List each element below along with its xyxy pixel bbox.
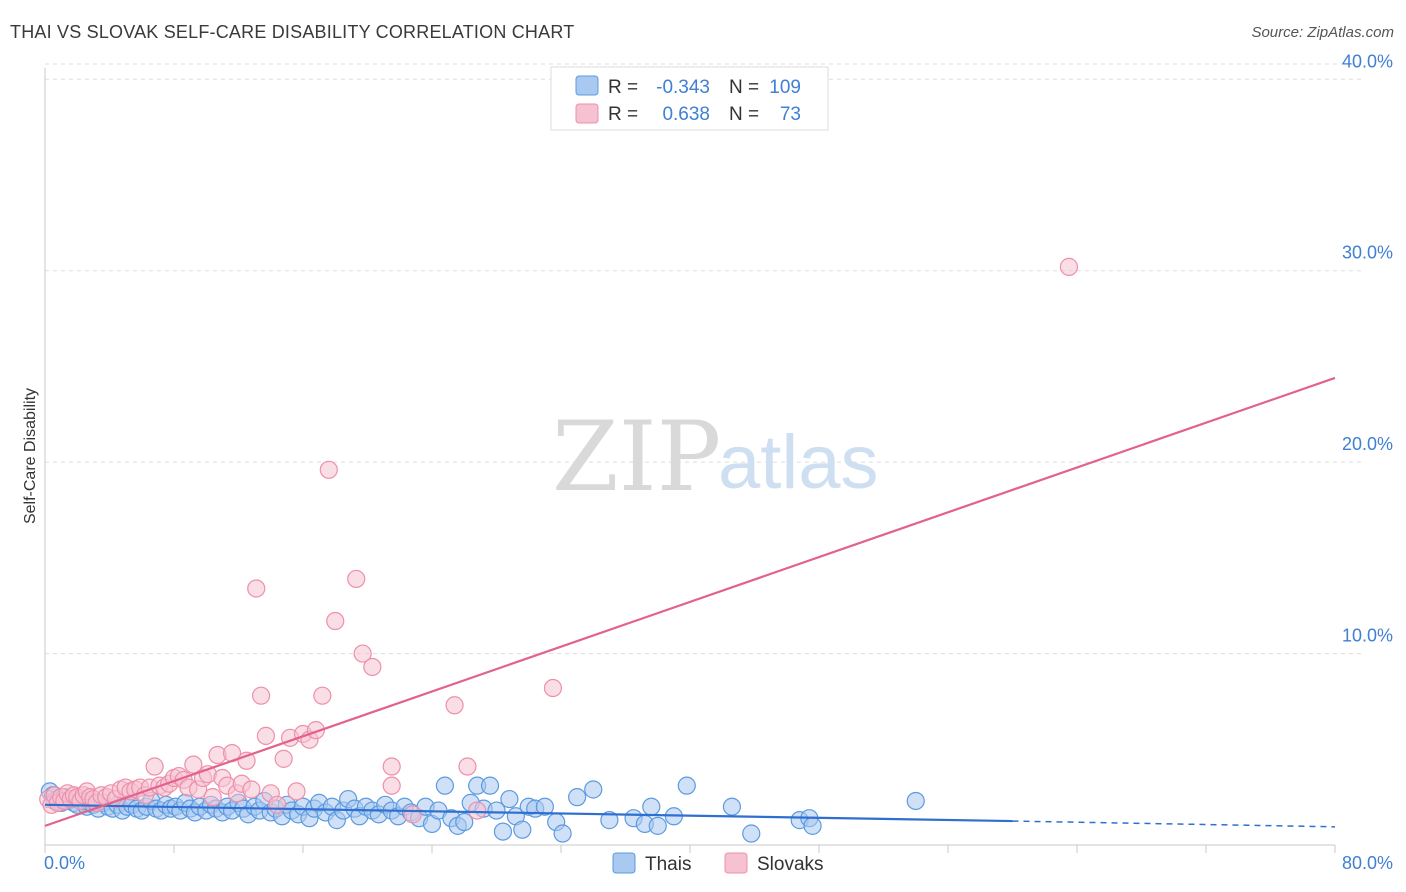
slovaks-point-27 [145, 757, 164, 776]
slovaks-point-64 [363, 657, 382, 677]
bottom-legend-swatch-thais [612, 852, 636, 874]
legend-n-label-slovaks: N = [729, 104, 759, 125]
slovaks-points [39, 257, 1079, 824]
slovaks-point-65 [382, 776, 401, 795]
slovaks-point-61 [326, 611, 345, 631]
gridlines [45, 63, 1365, 655]
thais-point-110 [906, 791, 925, 811]
slovaks-point-53 [274, 749, 293, 768]
slovaks-point-69 [458, 757, 477, 776]
watermark-zip: ZIP [552, 401, 721, 513]
y-tick-label-1: 20.0% [1342, 434, 1393, 454]
thais-point-78 [435, 776, 454, 795]
y-tick-label-0: 10.0% [1342, 626, 1393, 646]
x-tick-label-min: 0.0% [44, 853, 85, 873]
bottom-legend-label-thais: Thais [645, 854, 691, 875]
thais-point-81 [455, 812, 474, 832]
legend-r-value-thais: -0.343 [656, 77, 710, 98]
thais-point-86 [487, 801, 506, 820]
thais-point-104 [677, 776, 696, 795]
bottom-legend-label-slovaks: Slovaks [757, 854, 824, 875]
slovaks-point-67 [403, 805, 422, 824]
legend-r-label-thais: R = [608, 77, 638, 98]
chart-source: Source: ZipAtlas.com [1251, 24, 1394, 41]
legend-n-value-slovaks: 73 [780, 104, 801, 125]
slovaks-point-68 [445, 696, 464, 715]
slovaks-point-52 [268, 795, 287, 814]
legend-swatch-slovaks [575, 103, 599, 124]
thais-point-96 [568, 788, 587, 807]
thais-point-98 [600, 811, 619, 830]
legend-r-value-slovaks: 0.638 [662, 104, 710, 125]
thais-point-88 [500, 789, 519, 809]
thais-trend-line [44, 803, 1013, 823]
slovaks-point-62 [347, 569, 366, 589]
legend-r-label-slovaks: R = [608, 104, 638, 125]
slovaks-trend-line [44, 376, 1336, 827]
y-tick-label-3: 40.0% [1342, 51, 1393, 71]
y-axis-label: Self-Care Disability [22, 388, 39, 524]
bottom-legend-swatch-slovaks [724, 852, 748, 874]
y-tick-labels: 10.0% 20.0% 30.0% 40.0% [1342, 51, 1393, 645]
thais-point-87 [493, 822, 513, 841]
watermark-atlas: atlas [718, 420, 879, 505]
slovaks-point-55 [287, 782, 306, 801]
thais-trend-line-extension [1012, 820, 1336, 828]
thais-point-105 [722, 797, 742, 816]
slovaks-point-59 [313, 686, 332, 705]
thais-point-109 [803, 816, 822, 835]
thais-point-95 [553, 824, 572, 843]
slovaks-point-72 [1059, 257, 1079, 276]
thais-point-90 [513, 820, 532, 839]
slovaks-point-35 [184, 755, 203, 774]
thais-point-101 [642, 797, 661, 816]
legend-swatch-thais [575, 75, 599, 96]
x-tick-label-max: 80.0% [1342, 853, 1393, 873]
slovaks-point-71 [543, 678, 563, 698]
slovaks-point-47 [242, 780, 261, 799]
slovaks-point-70 [468, 801, 487, 820]
slovaks-point-49 [251, 686, 271, 705]
legend: R = -0.343 N = 109 R = 0.638 N = 73 [550, 66, 829, 131]
thais-point-85 [480, 776, 500, 795]
legend-n-value-thais: 109 [769, 77, 801, 98]
bottom-legend: Thais Slovaks [612, 852, 824, 875]
slovaks-point-60 [319, 460, 338, 479]
slovaks-point-66 [382, 757, 401, 776]
thais-point-102 [648, 816, 667, 835]
slovaks-point-48 [247, 579, 266, 598]
thais-point-93 [535, 797, 554, 816]
trend-lines [44, 376, 1336, 828]
x-axis-ticks [44, 845, 1336, 853]
legend-n-label-thais: N = [729, 77, 759, 98]
chart-title: THAI VS SLOVAK SELF-CARE DISABILITY CORR… [10, 22, 575, 42]
slovaks-point-63 [353, 644, 372, 663]
slovaks-point-50 [256, 726, 276, 745]
slovaks-point-39 [203, 788, 222, 807]
y-tick-label-2: 30.0% [1342, 243, 1393, 263]
thais-point-97 [584, 780, 603, 799]
thais-point-106 [742, 824, 761, 843]
